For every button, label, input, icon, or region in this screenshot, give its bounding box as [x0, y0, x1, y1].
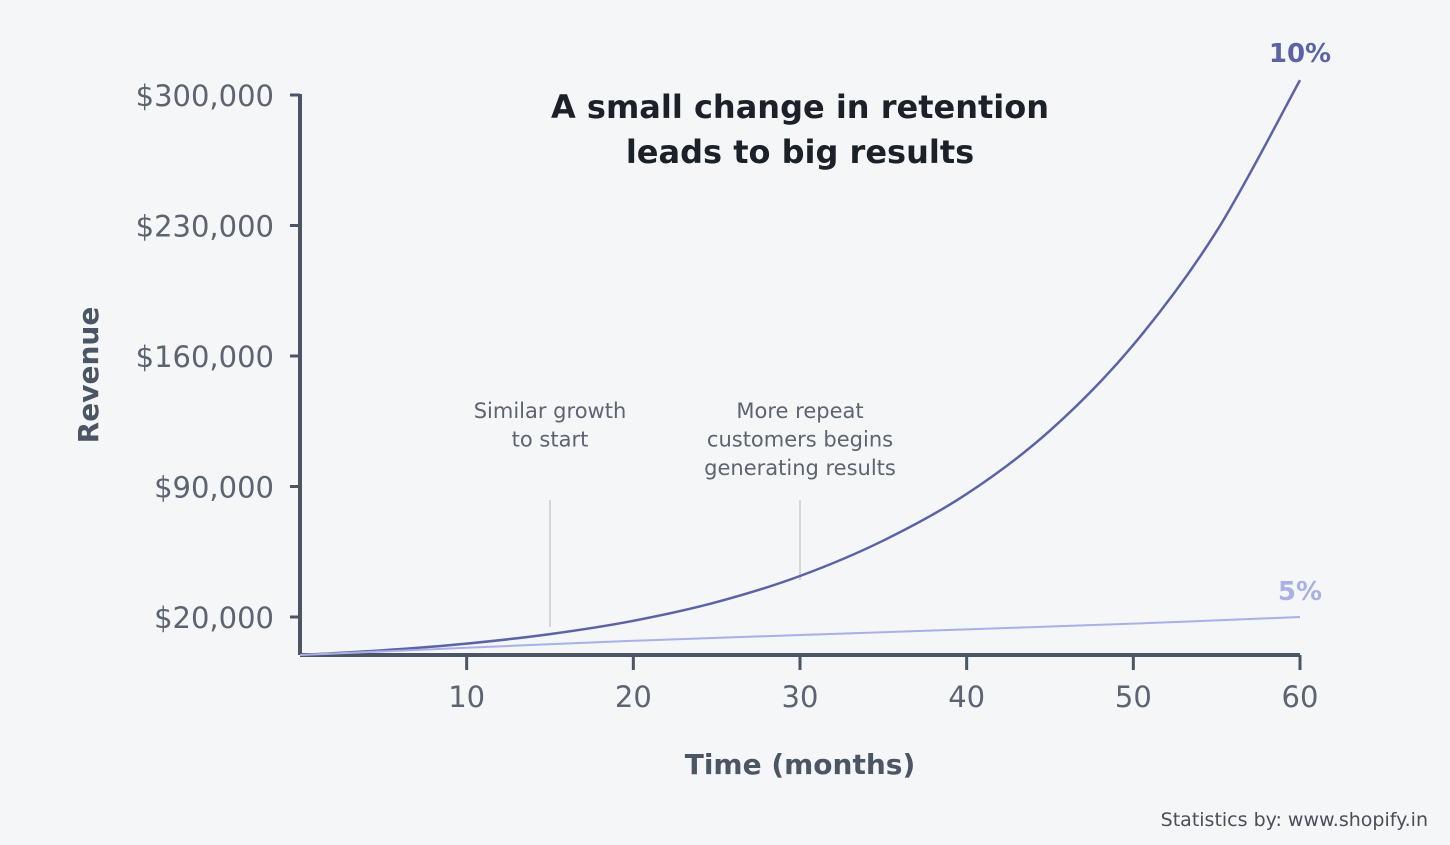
source-note: Statistics by: www.shopify.in: [1160, 809, 1428, 831]
x-tick-label: 40: [948, 680, 985, 714]
y-axis-label: Revenue: [72, 307, 105, 444]
x-tick-label: 30: [782, 680, 819, 714]
x-tick-label: 20: [615, 680, 652, 714]
x-axis-label: Time (months): [685, 748, 916, 781]
x-tick-label: 60: [1282, 680, 1319, 714]
y-tick-label: $20,000: [154, 601, 274, 635]
series-line: [299, 79, 1302, 657]
x-tick-label: 50: [1115, 680, 1152, 714]
y-tick-label: $160,000: [136, 340, 274, 374]
annotation-text: to start: [512, 428, 589, 452]
series-line: [299, 616, 1301, 656]
annotation-text: More repeat: [736, 399, 863, 423]
y-tick-label: $300,000: [136, 79, 274, 113]
y-tick-label: $90,000: [154, 471, 274, 505]
x-tick-label: 10: [448, 680, 485, 714]
chart-title-line: leads to big results: [626, 133, 974, 171]
y-tick-label: $230,000: [136, 210, 274, 244]
chart-title-line: A small change in retention: [551, 88, 1049, 126]
series-label: 10%: [1269, 39, 1331, 69]
annotation-text: customers begins: [707, 428, 893, 452]
annotation-text: Similar growth: [474, 399, 627, 423]
series-label: 5%: [1278, 577, 1322, 607]
annotation-text: generating results: [704, 456, 896, 480]
